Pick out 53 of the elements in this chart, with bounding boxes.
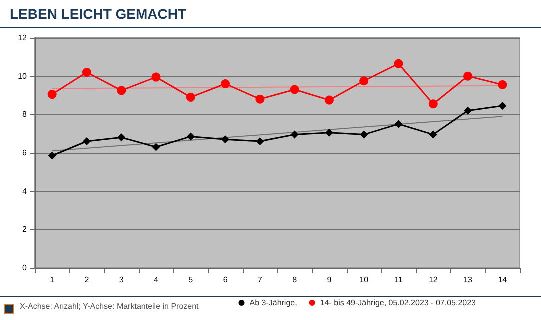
x-tick-label: 8 [292,276,298,284]
point [498,102,507,110]
point [256,94,265,104]
x-tick-label: 3 [119,276,124,284]
x-tick-label: 14 [498,276,508,284]
point [256,138,264,146]
point [290,130,299,139]
point [82,68,92,77]
x-tick-label: 9 [327,276,332,284]
y-tick-label: 12 [18,34,28,42]
y-tick-label: 4 [22,186,28,196]
point [186,92,196,102]
point [394,59,404,68]
point [464,106,472,115]
text: X-Achse: Anzahl; Y-Achse: Marktanteile in Prozent [20,302,199,311]
y-tick-label: 0 [22,264,28,272]
y-tick-label: 10 [18,72,28,81]
point [48,90,57,100]
y-tick-label: 2 [22,225,28,234]
point [82,138,91,146]
point [221,80,230,88]
x-tick-label: 1 [50,276,56,284]
point [324,96,334,105]
point [428,100,438,109]
y-tick-label: 6 [22,148,28,158]
point [152,143,160,152]
point [498,80,508,90]
point [325,128,334,137]
point [222,136,230,144]
x-tick-label: 10 [360,276,370,284]
x-tick-label: 13 [464,276,474,284]
x-tick-label: 11 [394,276,404,284]
point [290,85,300,94]
x-tick-label: 7 [258,276,263,284]
point [48,152,56,160]
x-tick-label: 12 [428,276,438,284]
point [186,132,195,141]
point [394,120,403,128]
chart-title: LEBEN LEICHT GEMACHT [10,6,187,22]
point [429,130,438,139]
point [464,72,473,81]
x-tick-label: 6 [223,276,228,284]
point [117,86,126,96]
legend-label: Ab 3-Jährige, [250,298,298,308]
point [152,72,161,82]
x-tick-label: 5 [188,276,194,284]
point [360,76,369,86]
point [360,130,368,139]
x-tick-label: 2 [84,276,90,284]
point [118,134,126,142]
legend-label: 14- bis 49-Jährige, 05.02.2023 - 07.05.2023 [320,298,477,308]
y-tick-label: 8 [22,110,28,120]
x-tick-label: 4 [154,276,160,284]
